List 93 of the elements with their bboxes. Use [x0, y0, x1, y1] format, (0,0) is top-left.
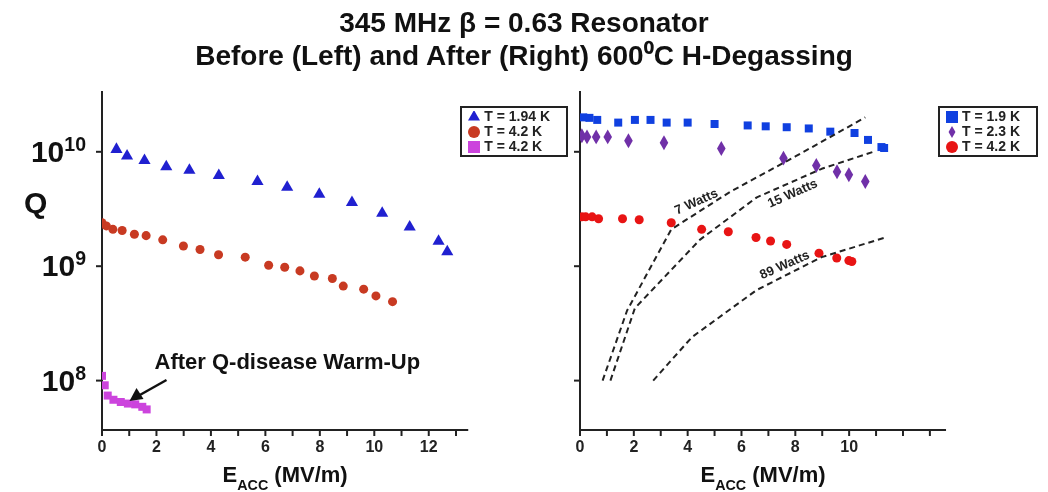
legend-label: T = 4.2 K [484, 123, 543, 139]
point [766, 236, 776, 246]
point [593, 115, 602, 124]
point [666, 218, 676, 228]
y-tick-label: 10$^{8}$ [41, 361, 87, 397]
point [850, 129, 859, 137]
point [634, 215, 644, 225]
point [662, 118, 671, 127]
point [195, 244, 205, 254]
point [782, 123, 791, 132]
point [141, 231, 151, 241]
annotation: After Q-disease Warm-Up [154, 349, 421, 374]
point [108, 224, 118, 234]
x-tick-label: 0 [97, 438, 107, 455]
point [129, 229, 139, 239]
point [863, 135, 872, 144]
point [403, 220, 416, 231]
x-tick-label: 4 [206, 438, 216, 455]
y-axis-title: Q [24, 186, 48, 220]
legend-label: T = 2.3 K [962, 123, 1020, 139]
x-tick-label: 6 [260, 438, 270, 455]
point [313, 187, 326, 198]
point [683, 118, 692, 127]
point [804, 124, 813, 133]
point [376, 206, 389, 217]
point [826, 127, 835, 136]
point [116, 398, 125, 406]
point [178, 241, 188, 251]
legend-label: T = 4.2 K [484, 138, 543, 154]
point [251, 174, 264, 186]
point [594, 214, 604, 224]
point [751, 233, 761, 243]
point [585, 113, 594, 122]
x-tick-label: 4 [683, 438, 693, 455]
point [240, 252, 250, 262]
point [158, 235, 168, 245]
point [618, 214, 628, 224]
point [782, 239, 792, 249]
legend-label: T = 1.9 K [962, 108, 1020, 124]
point [761, 122, 770, 131]
x-tick-label: 6 [737, 438, 747, 455]
point [723, 227, 733, 237]
point [295, 266, 305, 276]
point [280, 262, 290, 272]
x-tick-label: 2 [152, 438, 162, 455]
point [345, 195, 359, 207]
legend-label: T = 1.94 K [484, 108, 550, 124]
point [102, 381, 109, 390]
x-tick-label: 10 [840, 438, 859, 455]
point [214, 250, 224, 260]
chart-title: 345 MHz β = 0.63 Resonator [338, 6, 710, 39]
y-tick-label: 10$^{9}$ [41, 247, 87, 283]
y-tick-label: 10$^{10}$ [30, 132, 87, 168]
point [832, 253, 842, 263]
point [109, 395, 118, 404]
x-tick-label: 12 [419, 438, 438, 455]
x-tick-label: 8 [790, 438, 800, 455]
point [264, 260, 274, 270]
point [630, 115, 639, 124]
point [212, 168, 225, 180]
x-tick-label: 8 [315, 438, 325, 455]
point [138, 153, 151, 164]
x-axis-title: E$_{ACC}$ (MV/m) [700, 462, 826, 492]
point [117, 226, 127, 236]
point [697, 224, 707, 234]
text: 15 Watts [765, 175, 820, 211]
x-tick-label: 0 [575, 438, 585, 455]
point [359, 284, 369, 294]
point [160, 159, 173, 171]
chart-subtitle: Before (Left) and After (Right) 600⁰C H-Degassing [194, 39, 854, 72]
point [710, 120, 719, 128]
point [110, 142, 123, 153]
point [371, 291, 381, 301]
text: 7 Watts [672, 185, 721, 218]
legend-label: T = 4.2 K [962, 138, 1020, 154]
point [142, 405, 151, 414]
point [646, 115, 655, 124]
point [183, 163, 196, 174]
point [614, 118, 623, 127]
point [743, 121, 752, 130]
point [338, 281, 348, 291]
x-tick-label: 2 [629, 438, 639, 455]
point [281, 180, 294, 191]
x-axis-title: E$_{ACC}$ (MV/m) [222, 462, 348, 492]
point [432, 234, 445, 245]
point [309, 271, 319, 281]
point [814, 248, 824, 258]
point [441, 244, 454, 256]
point [388, 297, 398, 307]
text: 89 Watts [757, 246, 812, 283]
point [327, 274, 337, 284]
x-tick-label: 10 [365, 438, 384, 455]
point [120, 148, 134, 160]
